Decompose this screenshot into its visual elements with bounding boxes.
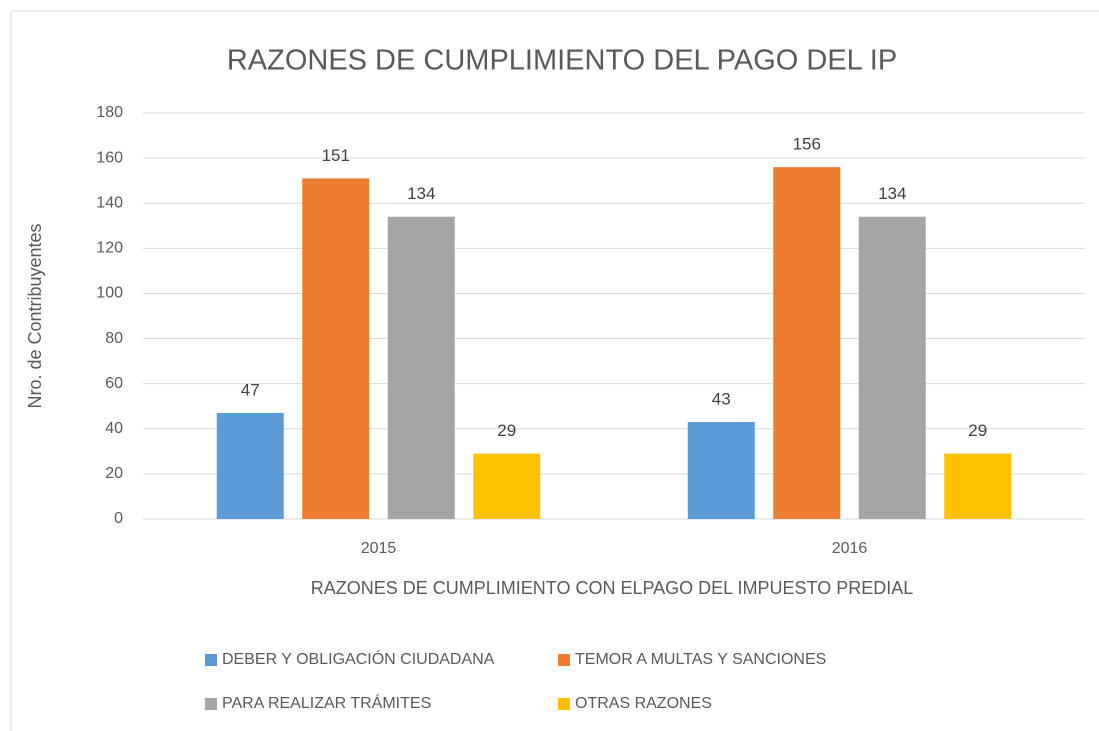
- data-label: 47: [241, 380, 260, 399]
- bar: [216, 412, 284, 519]
- data-label: 29: [497, 421, 516, 440]
- legend-swatch: [205, 698, 217, 710]
- y-tick-label: 40: [105, 420, 123, 437]
- x-tick-label: 2015: [361, 540, 397, 557]
- bar: [773, 167, 841, 519]
- legend-swatch: [558, 654, 570, 666]
- legend-label: DEBER Y OBLIGACIÓN CIUDADANA: [222, 649, 495, 668]
- y-tick-label: 100: [96, 285, 123, 302]
- legend-swatch: [558, 698, 570, 710]
- data-label: 43: [712, 389, 731, 408]
- y-tick-label: 60: [105, 375, 123, 392]
- legend-label: TEMOR A MULTAS Y SANCIONES: [575, 651, 826, 668]
- data-label: 134: [878, 184, 906, 203]
- chart-title: RAZONES DE CUMPLIMIENTO DEL PAGO DEL IP: [227, 45, 897, 77]
- bar: [387, 216, 455, 519]
- bar: [687, 422, 755, 519]
- y-tick-label: 180: [96, 104, 123, 121]
- y-tick-label: 140: [96, 194, 123, 211]
- bar: [944, 453, 1012, 519]
- data-label: 156: [793, 135, 821, 154]
- y-tick-label: 160: [96, 149, 123, 166]
- x-tick-label: 2016: [832, 540, 868, 557]
- legend-swatch: [205, 654, 217, 666]
- legend-label: PARA REALIZAR TRÁMITES: [222, 693, 431, 712]
- bar: [473, 453, 541, 519]
- y-axis-title: Nro. de Contribuyentes: [25, 223, 45, 408]
- y-tick-label: 0: [114, 510, 123, 527]
- y-tick-label: 120: [96, 240, 123, 257]
- y-tick-label: 80: [105, 330, 123, 347]
- data-label: 134: [407, 184, 435, 203]
- legend-label: OTRAS RAZONES: [575, 695, 712, 712]
- data-label: 29: [968, 421, 987, 440]
- bar: [302, 178, 370, 519]
- bar: [858, 216, 926, 519]
- chart-border: [10, 10, 1099, 731]
- data-label: 151: [322, 146, 350, 165]
- y-tick-label: 20: [105, 465, 123, 482]
- x-axis-title: RAZONES DE CUMPLIMIENTO CON ELPAGO DEL I…: [311, 578, 913, 598]
